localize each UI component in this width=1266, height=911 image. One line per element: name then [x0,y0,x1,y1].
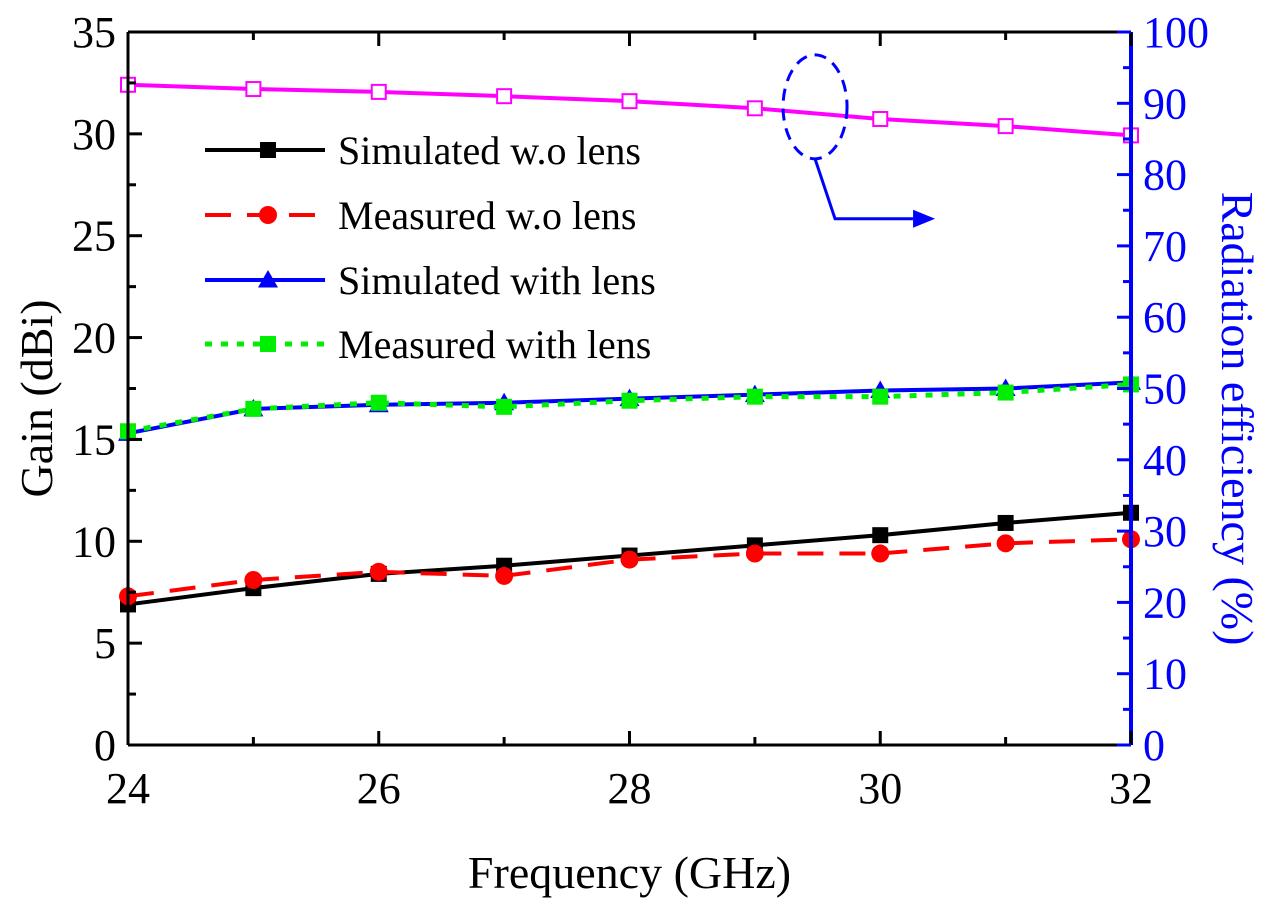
annotation-arrowhead [913,209,936,228]
legend-marker [260,336,276,352]
y2-tick-label: 40 [1143,436,1187,485]
data-point [872,388,889,405]
series-line [127,537,1132,599]
data-point [997,514,1014,531]
y-tick-label: 35 [72,8,116,57]
data-point [872,110,889,127]
series-line [127,381,1132,434]
y-tick-label: 20 [72,314,116,363]
annotation-ellipse [781,53,849,161]
series-layer [118,76,1141,613]
axes-layer: 24 26 28 30 32051015202530350102030405060708… [11,8,1263,898]
data-point [245,81,262,98]
data-point [621,392,638,409]
y-tick-label: 25 [72,212,116,261]
series-2 [119,530,1140,606]
data-point [997,384,1014,401]
data-point [996,534,1015,553]
data-point [495,566,514,585]
legend-label: Simulated with lens [338,258,656,303]
y2-axis-title: Radiation efficiency (%) [1212,192,1263,646]
x-tick-label: 24 [106,764,150,813]
legend-marker [260,142,276,158]
data-point [496,398,513,415]
data-point [621,93,638,110]
annotation-layer [781,53,936,228]
data-point [997,118,1014,135]
data-point [746,100,763,117]
data-point [369,562,388,581]
data-point [620,550,639,569]
y-tick-label: 0 [94,721,116,770]
y2-tick-label: 50 [1143,365,1187,414]
x-axis-title: Frequency (GHz) [468,847,791,898]
annotation-arrow-line [813,158,914,221]
data-point [244,570,263,589]
data-point [370,394,387,411]
legend-marker [259,206,277,224]
data-point [746,388,763,405]
data-point [872,527,889,544]
y2-tick-label: 100 [1143,8,1209,57]
data-point [370,83,387,100]
data-point [745,544,764,563]
data-point [245,400,262,417]
data-point [496,88,513,105]
legend-item-4: Measured with lens [205,322,651,367]
legend-label: Simulated w.o lens [338,128,641,173]
y2-tick-label: 90 [1143,79,1187,128]
y2-tick-label: 80 [1143,151,1187,200]
x-tick-label: 30 [858,764,902,813]
y-tick-label: 5 [94,619,116,668]
x-tick-label: 32 [1109,764,1153,813]
data-point [871,544,890,563]
y-tick-label: 30 [72,110,116,159]
legend-item-2: Measured w.o lens [205,193,636,238]
x-tick-label: 26 [357,764,401,813]
x-tick-label: 28 [608,764,652,813]
y2-tick-label: 30 [1143,507,1187,556]
legend-marker [258,270,278,288]
y-tick-label: 10 [72,517,116,566]
y2-tick-label: 20 [1143,578,1187,627]
y-tick-label: 15 [72,415,116,464]
legend: Simulated w.o lens Measured w.o lens Simul… [205,128,656,367]
y2-tick-label: 0 [1143,721,1165,770]
legend-item-3: Simulated with lens [205,258,656,303]
y2-tick-label: 60 [1143,293,1187,342]
y2-tick-label: 70 [1143,222,1187,271]
y2-tick-label: 10 [1143,650,1187,699]
legend-item-1: Simulated w.o lens [205,128,641,173]
legend-label: Measured w.o lens [338,193,636,238]
legend-label: Measured with lens [338,322,651,367]
y-axis-title: Gain (dBi) [11,299,62,497]
